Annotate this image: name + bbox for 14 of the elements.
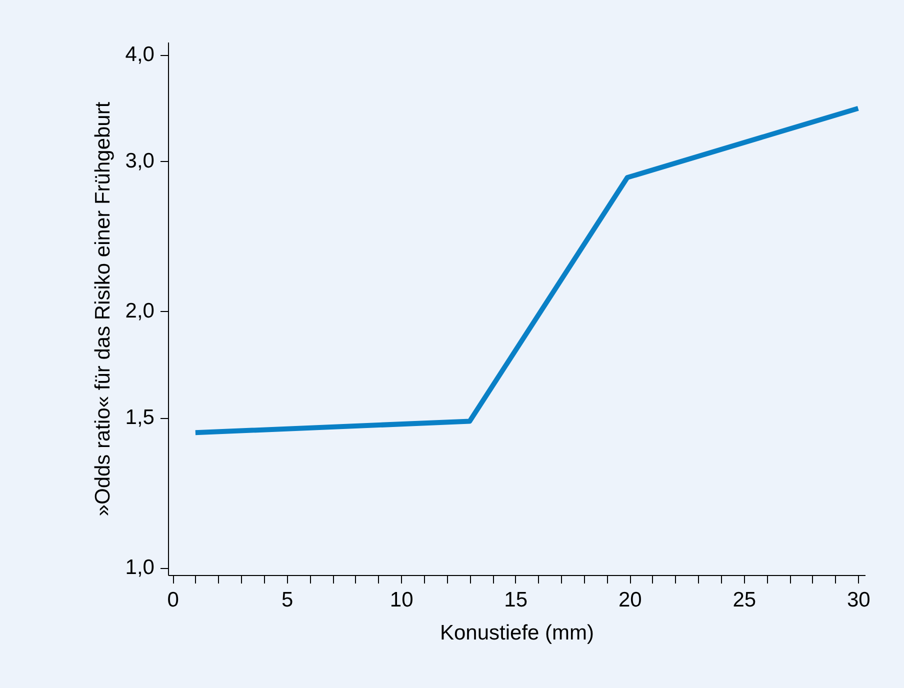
y-tick-label: 4,0 xyxy=(125,43,154,66)
x-tick-label: 0 xyxy=(167,588,179,612)
y-tick-label: 3,0 xyxy=(125,150,154,173)
x-tick-label: 20 xyxy=(618,588,642,612)
y-tick-label: 1,5 xyxy=(125,406,154,430)
y-tick-label: 1,0 xyxy=(125,556,154,580)
x-tick-label: 15 xyxy=(504,588,528,612)
x-tick-label: 10 xyxy=(390,588,414,612)
x-tick-label: 5 xyxy=(281,588,294,612)
y-tick-label: 2,0 xyxy=(125,300,154,323)
x-tick-label: 30 xyxy=(846,588,870,612)
x-tick-label: 25 xyxy=(732,588,756,612)
y-axis-title: »Odds ratio« für das Risiko einer Frühgeburt xyxy=(91,102,114,516)
x-axis-title: Konustiefe (mm) xyxy=(440,622,594,644)
